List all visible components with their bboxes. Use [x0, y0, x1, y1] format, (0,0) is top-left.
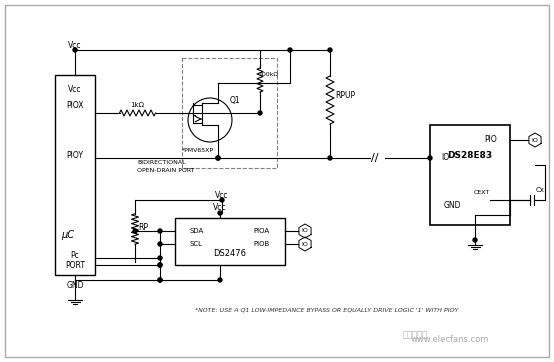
Circle shape: [158, 256, 162, 260]
Text: IO: IO: [531, 138, 538, 143]
Text: μC: μC: [61, 230, 74, 240]
Text: *PMV65XP: *PMV65XP: [182, 147, 214, 152]
Text: 电子发烧友: 电子发烧友: [403, 331, 428, 340]
Bar: [175, 218, 285, 265]
Text: PIOA: PIOA: [254, 228, 270, 234]
Text: Cx: Cx: [536, 187, 545, 193]
Circle shape: [328, 156, 332, 160]
Text: Q1: Q1: [230, 96, 240, 105]
Polygon shape: [299, 224, 311, 238]
Text: DS28E83: DS28E83: [448, 151, 493, 160]
Text: GND: GND: [443, 201, 461, 210]
Circle shape: [473, 238, 477, 242]
Text: IO: IO: [441, 153, 449, 163]
Circle shape: [133, 229, 137, 233]
Text: PIOB: PIOB: [254, 241, 270, 247]
Polygon shape: [529, 133, 541, 147]
Text: Vcc: Vcc: [68, 41, 82, 50]
Text: RP: RP: [138, 223, 148, 232]
Polygon shape: [299, 237, 311, 251]
Text: 1kΩ: 1kΩ: [130, 102, 144, 108]
Text: IO: IO: [301, 228, 309, 233]
Text: Vcc: Vcc: [68, 85, 82, 94]
Circle shape: [428, 156, 432, 160]
Circle shape: [216, 156, 220, 160]
Text: www.elecfans.com: www.elecfans.com: [411, 336, 489, 345]
Circle shape: [258, 111, 262, 115]
Circle shape: [218, 211, 222, 215]
Circle shape: [158, 278, 162, 282]
Text: OPEN-DRAIN PORT: OPEN-DRAIN PORT: [137, 168, 194, 173]
Circle shape: [220, 198, 224, 202]
Circle shape: [73, 48, 77, 52]
Text: *NOTE: USE A Q1 LOW-IMPEDANCE BYPASS OR EQUALLY DRIVE LOGIC '1' WITH PIOY: *NOTE: USE A Q1 LOW-IMPEDANCE BYPASS OR …: [195, 307, 458, 312]
Text: 100kΩ: 100kΩ: [258, 72, 278, 77]
Text: PIOX: PIOX: [66, 101, 84, 109]
Text: SDA: SDA: [190, 228, 204, 234]
Text: CEXT: CEXT: [474, 190, 490, 195]
Circle shape: [328, 48, 332, 52]
Text: Pc: Pc: [70, 251, 79, 260]
Text: Vcc: Vcc: [216, 190, 229, 199]
Text: BIDIRECTIONAL: BIDIRECTIONAL: [137, 160, 186, 164]
Text: //: //: [371, 153, 379, 163]
Bar: [55, 75, 95, 275]
Bar: [430, 125, 510, 225]
Text: GND: GND: [66, 281, 84, 290]
Text: PIOY: PIOY: [66, 151, 84, 160]
Circle shape: [216, 156, 220, 160]
Circle shape: [218, 278, 222, 282]
Text: DS2476: DS2476: [213, 248, 247, 257]
Circle shape: [158, 242, 162, 246]
Circle shape: [158, 229, 162, 233]
Text: Vcc: Vcc: [213, 203, 227, 212]
Text: PORT: PORT: [65, 261, 85, 269]
Circle shape: [188, 98, 232, 142]
Text: PIO: PIO: [484, 135, 497, 144]
Circle shape: [158, 263, 162, 267]
Text: SCL: SCL: [190, 241, 203, 247]
Bar: [182, 58, 277, 168]
Circle shape: [288, 48, 292, 52]
Text: RPUP: RPUP: [335, 90, 355, 100]
Circle shape: [158, 263, 162, 267]
Circle shape: [158, 278, 162, 282]
Text: IO: IO: [301, 241, 309, 247]
